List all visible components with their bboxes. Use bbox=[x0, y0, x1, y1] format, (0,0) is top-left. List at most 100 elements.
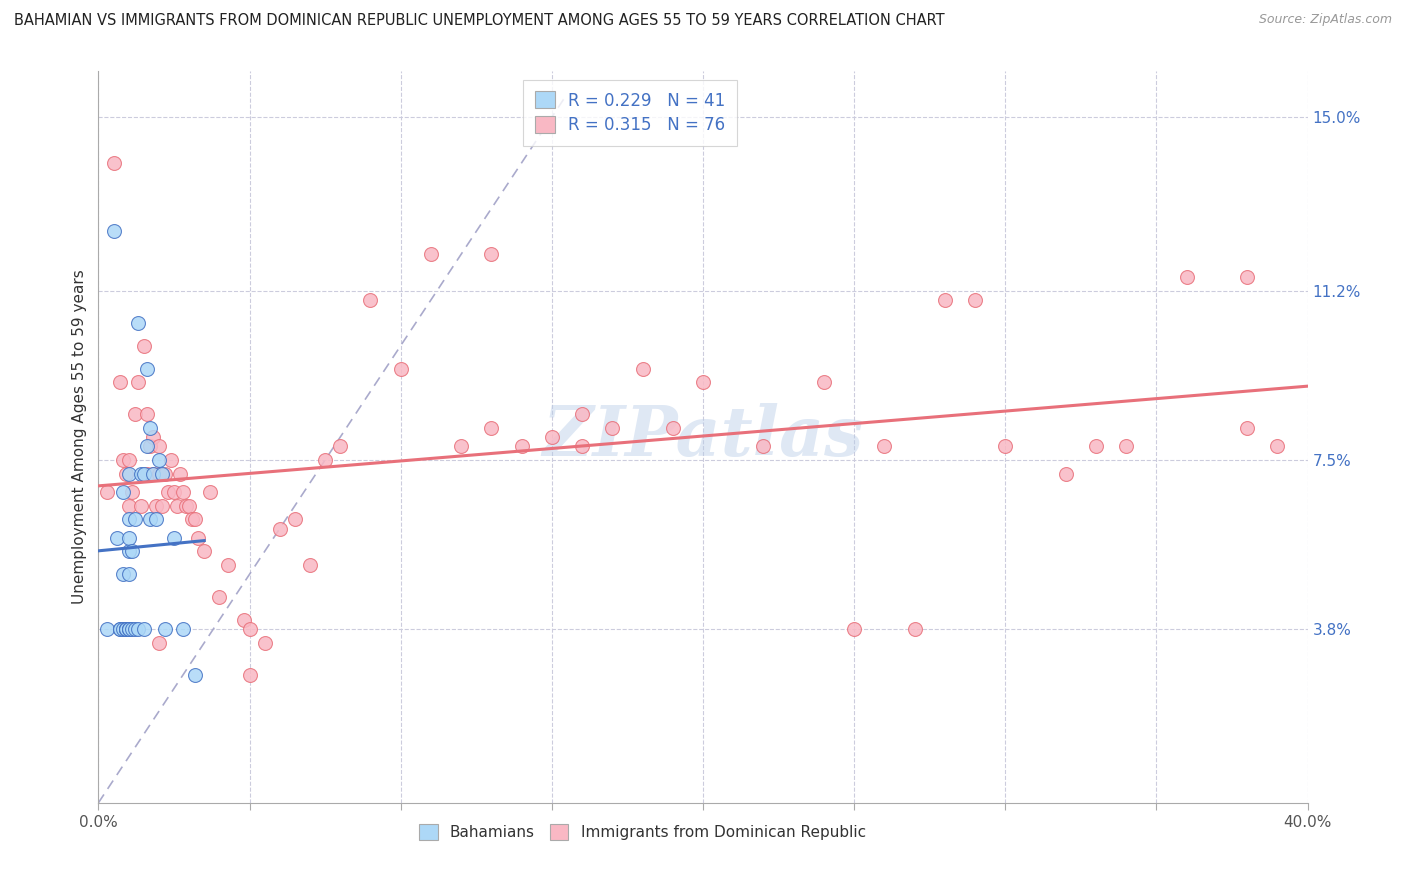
Point bbox=[118, 453, 141, 467]
Point bbox=[160, 453, 183, 467]
Point bbox=[172, 622, 194, 636]
Point bbox=[124, 512, 146, 526]
Point bbox=[135, 361, 157, 376]
Point bbox=[873, 439, 896, 453]
Point bbox=[187, 531, 209, 545]
Point bbox=[118, 622, 141, 636]
Point bbox=[360, 293, 382, 307]
Point bbox=[481, 421, 503, 435]
Point bbox=[118, 622, 141, 636]
Point bbox=[124, 622, 146, 636]
Point bbox=[114, 622, 136, 636]
Point bbox=[1115, 439, 1137, 453]
Point bbox=[148, 439, 170, 453]
Point bbox=[142, 467, 165, 481]
Point bbox=[121, 485, 143, 500]
Point bbox=[661, 421, 683, 435]
Point bbox=[510, 439, 533, 453]
Point bbox=[127, 376, 149, 390]
Point bbox=[166, 499, 188, 513]
Point bbox=[174, 499, 197, 513]
Point bbox=[150, 499, 173, 513]
Point bbox=[239, 622, 262, 636]
Point bbox=[124, 407, 146, 421]
Point bbox=[284, 512, 307, 526]
Point bbox=[1267, 439, 1289, 453]
Point bbox=[127, 622, 149, 636]
Point bbox=[172, 485, 194, 500]
Point bbox=[139, 421, 162, 435]
Point bbox=[193, 544, 215, 558]
Point bbox=[1236, 270, 1258, 285]
Point bbox=[121, 622, 143, 636]
Point bbox=[184, 667, 207, 681]
Point bbox=[156, 485, 179, 500]
Point bbox=[114, 622, 136, 636]
Point bbox=[132, 622, 155, 636]
Point bbox=[571, 439, 593, 453]
Point bbox=[103, 224, 125, 238]
Point bbox=[111, 622, 134, 636]
Point bbox=[111, 485, 134, 500]
Point bbox=[103, 155, 125, 169]
Point bbox=[118, 467, 141, 481]
Point bbox=[132, 467, 155, 481]
Point bbox=[934, 293, 956, 307]
Point bbox=[540, 430, 562, 444]
Point bbox=[127, 316, 149, 330]
Point bbox=[108, 622, 131, 636]
Point bbox=[132, 338, 155, 352]
Point bbox=[121, 544, 143, 558]
Point bbox=[142, 430, 165, 444]
Point bbox=[631, 361, 654, 376]
Point bbox=[153, 622, 176, 636]
Point bbox=[420, 247, 443, 261]
Point bbox=[153, 467, 176, 481]
Point bbox=[179, 499, 201, 513]
Point bbox=[148, 467, 170, 481]
Point bbox=[232, 613, 254, 627]
Legend: Bahamians, Immigrants from Dominican Republic: Bahamians, Immigrants from Dominican Rep… bbox=[413, 818, 872, 847]
Point bbox=[239, 667, 262, 681]
Point bbox=[96, 622, 118, 636]
Point bbox=[602, 421, 624, 435]
Point bbox=[135, 439, 157, 453]
Point bbox=[96, 485, 118, 500]
Point bbox=[299, 558, 322, 573]
Point bbox=[105, 531, 128, 545]
Point bbox=[139, 439, 162, 453]
Point bbox=[184, 512, 207, 526]
Point bbox=[142, 467, 165, 481]
Point bbox=[108, 376, 131, 390]
Point bbox=[148, 636, 170, 650]
Point bbox=[150, 467, 173, 481]
Point bbox=[1054, 467, 1077, 481]
Point bbox=[114, 622, 136, 636]
Point bbox=[118, 531, 141, 545]
Point bbox=[1085, 439, 1108, 453]
Point bbox=[329, 439, 352, 453]
Text: BAHAMIAN VS IMMIGRANTS FROM DOMINICAN REPUBLIC UNEMPLOYMENT AMONG AGES 55 TO 59 : BAHAMIAN VS IMMIGRANTS FROM DOMINICAN RE… bbox=[14, 13, 945, 29]
Point bbox=[129, 467, 152, 481]
Point bbox=[118, 499, 141, 513]
Point bbox=[450, 439, 472, 453]
Point bbox=[118, 544, 141, 558]
Point bbox=[163, 531, 186, 545]
Point bbox=[692, 376, 714, 390]
Point bbox=[118, 567, 141, 582]
Point bbox=[181, 512, 204, 526]
Point bbox=[111, 567, 134, 582]
Point bbox=[844, 622, 866, 636]
Y-axis label: Unemployment Among Ages 55 to 59 years: Unemployment Among Ages 55 to 59 years bbox=[72, 269, 87, 605]
Point bbox=[114, 622, 136, 636]
Point bbox=[169, 467, 191, 481]
Point bbox=[145, 512, 167, 526]
Text: Source: ZipAtlas.com: Source: ZipAtlas.com bbox=[1258, 13, 1392, 27]
Point bbox=[139, 512, 162, 526]
Point bbox=[163, 485, 186, 500]
Point bbox=[118, 512, 141, 526]
Point bbox=[114, 467, 136, 481]
Point bbox=[145, 499, 167, 513]
Point bbox=[108, 622, 131, 636]
Point bbox=[129, 499, 152, 513]
